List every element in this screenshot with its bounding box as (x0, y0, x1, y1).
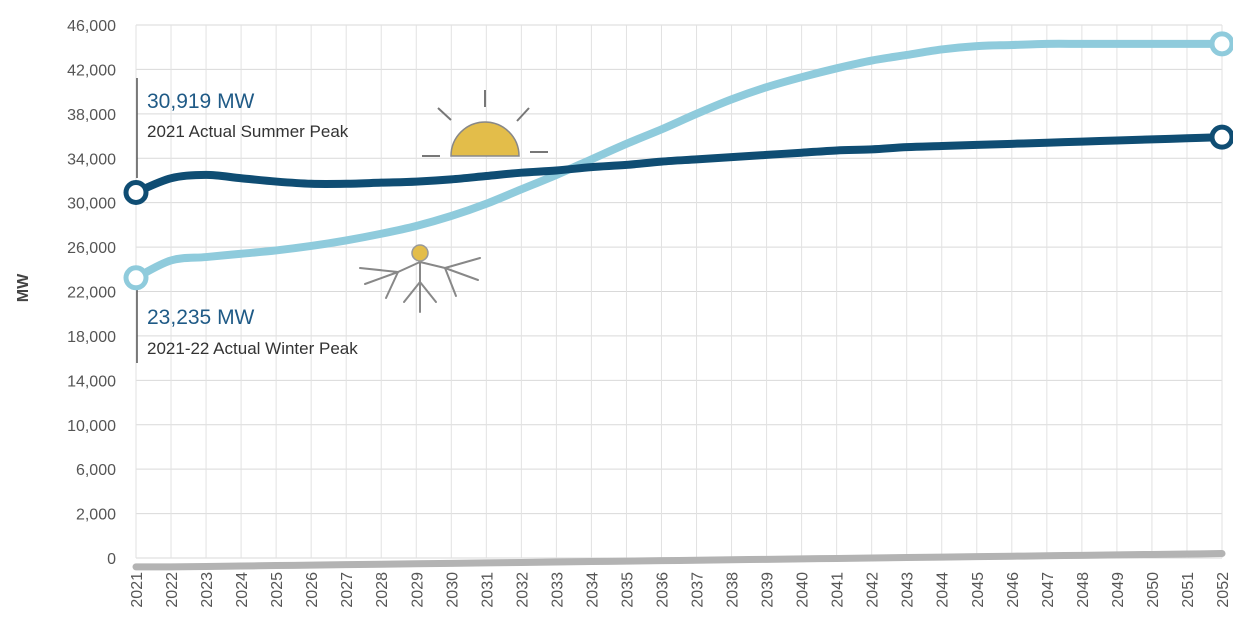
x-tick-label: 2024 (234, 572, 251, 608)
x-tick-label: 2035 (619, 572, 636, 608)
series-line-baseline (132, 550, 1226, 571)
series-line-winter (132, 39, 1226, 282)
sun-icon (422, 90, 548, 157)
x-tick-label: 2041 (830, 572, 847, 608)
grid (135, 24, 1223, 559)
y-tick-label: 30,000 (67, 196, 116, 213)
x-tick-label: 2032 (514, 572, 531, 608)
series-line-summer (132, 133, 1226, 197)
x-tick-label: 2034 (584, 572, 601, 608)
y-tick-label: 10,000 (67, 418, 116, 435)
x-tick-label: 2026 (304, 572, 321, 608)
x-tick-label: 2044 (935, 572, 952, 608)
x-tick-label: 2052 (1215, 572, 1232, 608)
snowflake-icon (359, 244, 481, 313)
y-tick-label: 34,000 (67, 151, 116, 168)
summer-peak-value: 30,919 MW (147, 90, 255, 113)
x-tick-label: 2046 (1005, 572, 1022, 608)
x-tick-label: 2029 (409, 572, 426, 608)
y-tick-label: 14,000 (67, 373, 116, 390)
winter-peak-value: 23,235 MW (147, 306, 255, 329)
y-tick-label: 26,000 (67, 240, 116, 257)
x-tick-label: 2048 (1075, 572, 1092, 608)
series-point-winter (1209, 31, 1233, 57)
x-tick-label: 2039 (760, 572, 777, 608)
y-tick-label: 46,000 (67, 18, 116, 35)
x-axis-ticks: 2021 2022 2023 2024 2025 2026 2027 2028 2029 2030… (129, 572, 1232, 608)
y-tick-label: 2,000 (76, 507, 116, 524)
y-axis-ticks: 0 2,000 6,000 10,000 14,000 18,000 22,000 26,00… (67, 18, 116, 568)
y-tick-label: 6,000 (76, 462, 116, 479)
x-tick-label: 2040 (795, 572, 812, 608)
y-tick-label: 42,000 (67, 62, 116, 79)
summer-peak-annotation: 30,919 MW 2021 Actual Summer Peak (136, 78, 349, 178)
x-tick-label: 2031 (479, 572, 496, 608)
summer-peak-caption: 2021 Actual Summer Peak (147, 122, 349, 141)
x-tick-label: 2049 (1110, 572, 1127, 608)
series-group (132, 39, 1226, 571)
x-tick-label: 2022 (164, 572, 181, 608)
series-point-summer (123, 179, 149, 205)
x-tick-label: 2038 (725, 572, 742, 608)
x-tick-label: 2025 (269, 572, 286, 608)
x-tick-label: 2037 (690, 572, 707, 608)
x-tick-label: 2043 (900, 572, 917, 608)
x-tick-label: 2047 (1040, 572, 1057, 608)
x-tick-label: 2042 (865, 572, 882, 608)
winter-peak-caption: 2021-22 Actual Winter Peak (147, 339, 358, 358)
x-tick-label: 2021 (129, 572, 146, 608)
x-tick-label: 2051 (1180, 572, 1197, 608)
y-tick-label: 18,000 (67, 329, 116, 346)
x-tick-label: 2045 (970, 572, 987, 608)
x-tick-label: 2050 (1145, 572, 1162, 608)
x-tick-label: 2030 (444, 572, 461, 608)
x-tick-label: 2028 (374, 572, 391, 608)
y-tick-label: 0 (107, 551, 116, 568)
x-tick-label: 2027 (339, 572, 356, 608)
y-tick-label: 22,000 (67, 285, 116, 302)
series-endpoints (123, 31, 1233, 291)
series-point-winter (123, 265, 149, 291)
winter-peak-annotation: 23,235 MW 2021-22 Actual Winter Peak (136, 280, 358, 363)
x-tick-label: 2036 (654, 572, 671, 608)
y-tick-label: 38,000 (67, 107, 116, 124)
x-tick-label: 2023 (199, 572, 216, 608)
series-point-summer (1209, 124, 1233, 150)
x-tick-label: 2033 (549, 572, 566, 608)
y-axis-label: MW (15, 273, 32, 302)
